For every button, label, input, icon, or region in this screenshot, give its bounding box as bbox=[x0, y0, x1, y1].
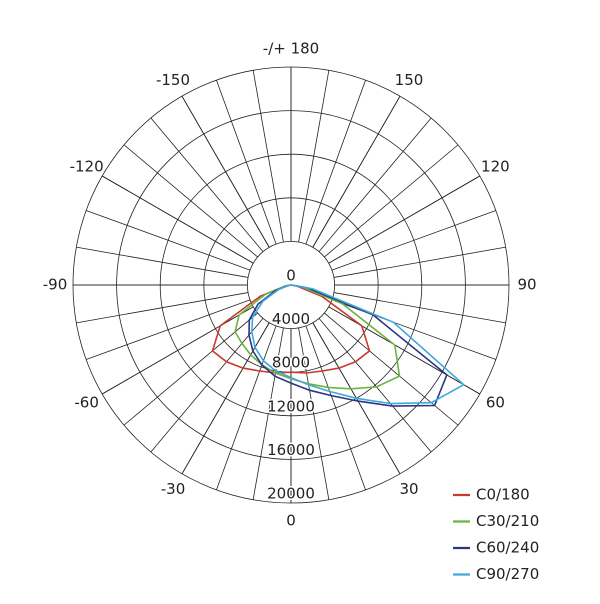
angle-tick-label: -/+ 180 bbox=[263, 40, 319, 58]
angle-tick-label: 150 bbox=[395, 71, 424, 89]
ring bbox=[246, 240, 335, 329]
intensity-curve bbox=[234, 284, 401, 390]
ring bbox=[116, 110, 466, 460]
angle-tick-label: 90 bbox=[517, 276, 536, 294]
legend-label: C60/240 bbox=[476, 539, 539, 557]
angle-tick-label: 0 bbox=[286, 512, 296, 530]
angle-tick-label: -30 bbox=[161, 480, 186, 498]
legend-label: C90/270 bbox=[476, 565, 539, 583]
ring bbox=[159, 153, 423, 417]
intensity-curve bbox=[250, 284, 466, 405]
angle-tick-label: 60 bbox=[486, 394, 505, 412]
radial-tick-label: 4000 bbox=[272, 310, 310, 328]
angle-tick-label: -150 bbox=[156, 71, 190, 89]
radial-tick-label: 8000 bbox=[272, 354, 310, 372]
radial-tick-label: 12000 bbox=[267, 397, 315, 415]
radial-tick-label: 16000 bbox=[267, 441, 315, 459]
angle-tick-label: 120 bbox=[481, 158, 510, 176]
angle-tick-label: -120 bbox=[70, 158, 104, 176]
radial-tick-label: 0 bbox=[286, 267, 296, 285]
angle-tick-label: -60 bbox=[74, 394, 99, 412]
angle-tick-label: -90 bbox=[43, 276, 68, 294]
angle-tick-label: 30 bbox=[399, 480, 418, 498]
legend-label: C0/180 bbox=[476, 486, 530, 504]
intensity-curve bbox=[211, 284, 371, 374]
ring bbox=[72, 66, 510, 504]
legend-label: C30/210 bbox=[476, 512, 539, 530]
radial-tick-label: 20000 bbox=[267, 485, 315, 503]
intensity-curve bbox=[248, 284, 448, 407]
